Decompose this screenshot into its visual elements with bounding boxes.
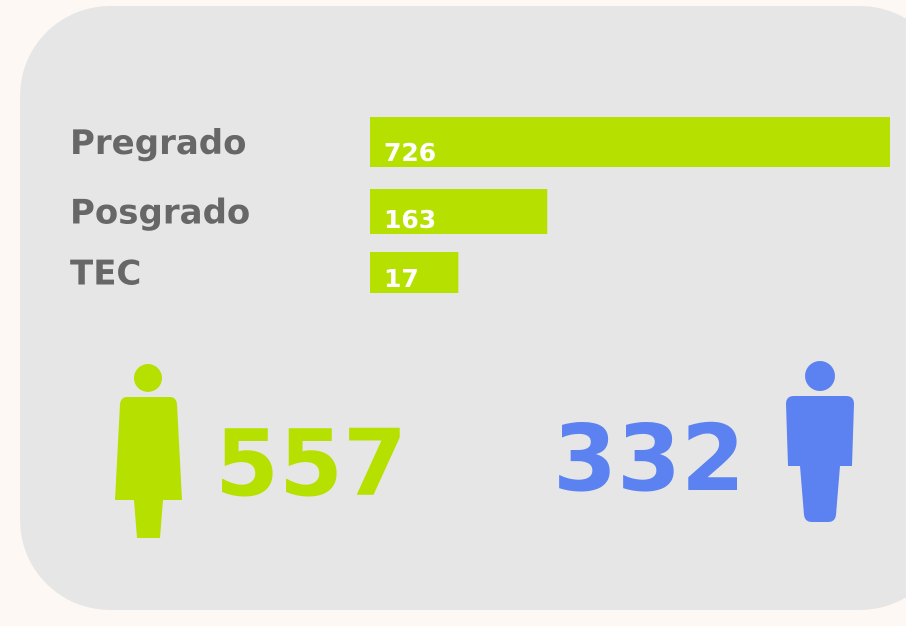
male-icon bbox=[786, 361, 854, 522]
category-label: TEC bbox=[70, 254, 141, 294]
category-label: Posgrado bbox=[70, 193, 250, 233]
value-label: 163 bbox=[384, 205, 436, 234]
value-label: 726 bbox=[384, 138, 436, 167]
female-count: 557 bbox=[215, 410, 407, 517]
bar bbox=[370, 117, 890, 167]
category-label: Pregrado bbox=[70, 123, 247, 163]
female-icon bbox=[115, 364, 182, 538]
bar bbox=[370, 189, 548, 234]
value-label: 17 bbox=[384, 264, 419, 293]
male-count: 332 bbox=[553, 405, 745, 512]
bar bbox=[370, 252, 459, 293]
